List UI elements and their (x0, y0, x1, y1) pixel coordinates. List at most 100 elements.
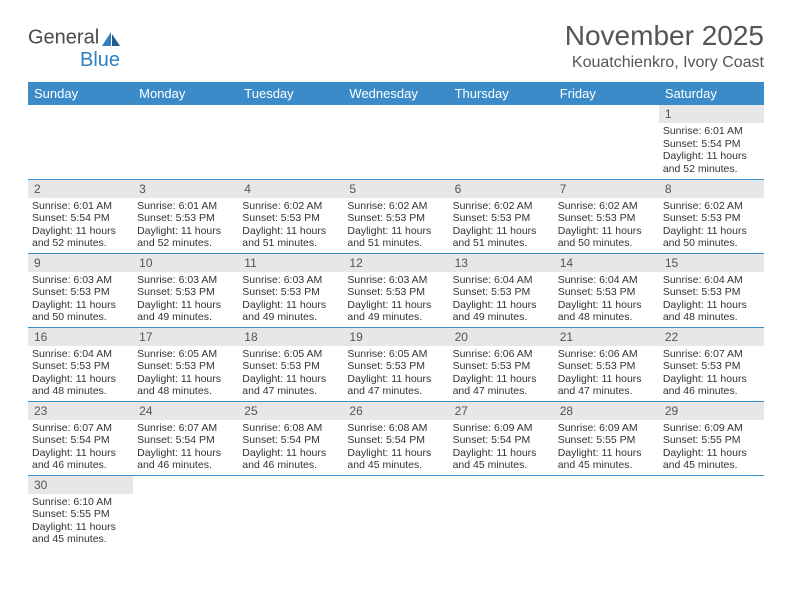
calendar-cell: 22Sunrise: 6:07 AMSunset: 5:53 PMDayligh… (659, 327, 764, 401)
day-details: Sunrise: 6:01 AMSunset: 5:54 PMDaylight:… (659, 123, 764, 177)
day-details: Sunrise: 6:02 AMSunset: 5:53 PMDaylight:… (554, 198, 659, 252)
day-details: Sunrise: 6:10 AMSunset: 5:55 PMDaylight:… (28, 494, 133, 548)
day-number: 22 (659, 328, 764, 346)
title-block: November 2025 Kouatchienkro, Ivory Coast (565, 20, 764, 72)
calendar-week-row: 1Sunrise: 6:01 AMSunset: 5:54 PMDaylight… (28, 105, 764, 179)
day-number: 5 (343, 180, 448, 198)
day-number: 24 (133, 402, 238, 420)
calendar-cell (554, 475, 659, 549)
location: Kouatchienkro, Ivory Coast (565, 54, 764, 72)
day-number: 10 (133, 254, 238, 272)
day-number: 15 (659, 254, 764, 272)
weekday-header-row: SundayMondayTuesdayWednesdayThursdayFrid… (28, 82, 764, 105)
calendar-week-row: 16Sunrise: 6:04 AMSunset: 5:53 PMDayligh… (28, 327, 764, 401)
calendar-cell (554, 105, 659, 179)
weekday-header: Sunday (28, 82, 133, 105)
calendar-cell: 20Sunrise: 6:06 AMSunset: 5:53 PMDayligh… (449, 327, 554, 401)
day-details: Sunrise: 6:03 AMSunset: 5:53 PMDaylight:… (133, 272, 238, 326)
day-number: 9 (28, 254, 133, 272)
day-number: 25 (238, 402, 343, 420)
day-number: 6 (449, 180, 554, 198)
calendar-cell: 23Sunrise: 6:07 AMSunset: 5:54 PMDayligh… (28, 401, 133, 475)
day-details: Sunrise: 6:05 AMSunset: 5:53 PMDaylight:… (343, 346, 448, 400)
calendar-week-row: 2Sunrise: 6:01 AMSunset: 5:54 PMDaylight… (28, 179, 764, 253)
calendar-cell (449, 105, 554, 179)
day-details: Sunrise: 6:04 AMSunset: 5:53 PMDaylight:… (28, 346, 133, 400)
calendar-cell: 7Sunrise: 6:02 AMSunset: 5:53 PMDaylight… (554, 179, 659, 253)
calendar-cell: 17Sunrise: 6:05 AMSunset: 5:53 PMDayligh… (133, 327, 238, 401)
day-details: Sunrise: 6:09 AMSunset: 5:54 PMDaylight:… (449, 420, 554, 474)
day-number: 4 (238, 180, 343, 198)
day-details: Sunrise: 6:01 AMSunset: 5:53 PMDaylight:… (133, 198, 238, 252)
day-number: 23 (28, 402, 133, 420)
day-number: 18 (238, 328, 343, 346)
weekday-header: Friday (554, 82, 659, 105)
day-details: Sunrise: 6:09 AMSunset: 5:55 PMDaylight:… (554, 420, 659, 474)
calendar-cell: 16Sunrise: 6:04 AMSunset: 5:53 PMDayligh… (28, 327, 133, 401)
calendar-cell: 1Sunrise: 6:01 AMSunset: 5:54 PMDaylight… (659, 105, 764, 179)
day-details: Sunrise: 6:05 AMSunset: 5:53 PMDaylight:… (238, 346, 343, 400)
calendar-cell: 8Sunrise: 6:02 AMSunset: 5:53 PMDaylight… (659, 179, 764, 253)
calendar-table: SundayMondayTuesdayWednesdayThursdayFrid… (28, 82, 764, 549)
calendar-cell (28, 105, 133, 179)
calendar-cell: 10Sunrise: 6:03 AMSunset: 5:53 PMDayligh… (133, 253, 238, 327)
month-title: November 2025 (565, 20, 764, 52)
weekday-header: Tuesday (238, 82, 343, 105)
calendar-cell: 24Sunrise: 6:07 AMSunset: 5:54 PMDayligh… (133, 401, 238, 475)
logo-text-general: General (28, 27, 99, 49)
day-number: 14 (554, 254, 659, 272)
day-number: 17 (133, 328, 238, 346)
day-number: 21 (554, 328, 659, 346)
day-details: Sunrise: 6:07 AMSunset: 5:53 PMDaylight:… (659, 346, 764, 400)
day-details: Sunrise: 6:03 AMSunset: 5:53 PMDaylight:… (238, 272, 343, 326)
calendar-cell: 2Sunrise: 6:01 AMSunset: 5:54 PMDaylight… (28, 179, 133, 253)
calendar-cell: 9Sunrise: 6:03 AMSunset: 5:53 PMDaylight… (28, 253, 133, 327)
day-number: 16 (28, 328, 133, 346)
calendar-cell: 13Sunrise: 6:04 AMSunset: 5:53 PMDayligh… (449, 253, 554, 327)
day-details: Sunrise: 6:09 AMSunset: 5:55 PMDaylight:… (659, 420, 764, 474)
day-details: Sunrise: 6:02 AMSunset: 5:53 PMDaylight:… (343, 198, 448, 252)
day-details: Sunrise: 6:08 AMSunset: 5:54 PMDaylight:… (238, 420, 343, 474)
weekday-header: Saturday (659, 82, 764, 105)
day-number: 30 (28, 476, 133, 494)
calendar-cell (659, 475, 764, 549)
weekday-header: Thursday (449, 82, 554, 105)
calendar-cell: 18Sunrise: 6:05 AMSunset: 5:53 PMDayligh… (238, 327, 343, 401)
day-details: Sunrise: 6:05 AMSunset: 5:53 PMDaylight:… (133, 346, 238, 400)
calendar-cell: 26Sunrise: 6:08 AMSunset: 5:54 PMDayligh… (343, 401, 448, 475)
calendar-cell (133, 105, 238, 179)
calendar-cell: 27Sunrise: 6:09 AMSunset: 5:54 PMDayligh… (449, 401, 554, 475)
calendar-cell: 11Sunrise: 6:03 AMSunset: 5:53 PMDayligh… (238, 253, 343, 327)
header: GeneralBlue November 2025 Kouatchienkro,… (28, 20, 764, 72)
calendar-cell: 12Sunrise: 6:03 AMSunset: 5:53 PMDayligh… (343, 253, 448, 327)
sail-icon (100, 30, 122, 53)
logo: GeneralBlue (28, 20, 123, 71)
calendar-cell: 5Sunrise: 6:02 AMSunset: 5:53 PMDaylight… (343, 179, 448, 253)
day-details: Sunrise: 6:04 AMSunset: 5:53 PMDaylight:… (449, 272, 554, 326)
day-details: Sunrise: 6:08 AMSunset: 5:54 PMDaylight:… (343, 420, 448, 474)
day-number: 26 (343, 402, 448, 420)
day-number: 2 (28, 180, 133, 198)
day-details: Sunrise: 6:01 AMSunset: 5:54 PMDaylight:… (28, 198, 133, 252)
day-number: 29 (659, 402, 764, 420)
calendar-cell: 14Sunrise: 6:04 AMSunset: 5:53 PMDayligh… (554, 253, 659, 327)
calendar-week-row: 9Sunrise: 6:03 AMSunset: 5:53 PMDaylight… (28, 253, 764, 327)
day-details: Sunrise: 6:03 AMSunset: 5:53 PMDaylight:… (343, 272, 448, 326)
calendar-cell (343, 475, 448, 549)
calendar-cell: 3Sunrise: 6:01 AMSunset: 5:53 PMDaylight… (133, 179, 238, 253)
day-details: Sunrise: 6:04 AMSunset: 5:53 PMDaylight:… (554, 272, 659, 326)
calendar-cell: 25Sunrise: 6:08 AMSunset: 5:54 PMDayligh… (238, 401, 343, 475)
day-number: 12 (343, 254, 448, 272)
day-number: 20 (449, 328, 554, 346)
day-number: 28 (554, 402, 659, 420)
day-details: Sunrise: 6:04 AMSunset: 5:53 PMDaylight:… (659, 272, 764, 326)
calendar-cell: 19Sunrise: 6:05 AMSunset: 5:53 PMDayligh… (343, 327, 448, 401)
day-number: 19 (343, 328, 448, 346)
day-details: Sunrise: 6:03 AMSunset: 5:53 PMDaylight:… (28, 272, 133, 326)
weekday-header: Monday (133, 82, 238, 105)
calendar-cell: 21Sunrise: 6:06 AMSunset: 5:53 PMDayligh… (554, 327, 659, 401)
calendar-cell: 28Sunrise: 6:09 AMSunset: 5:55 PMDayligh… (554, 401, 659, 475)
day-details: Sunrise: 6:02 AMSunset: 5:53 PMDaylight:… (449, 198, 554, 252)
calendar-cell: 6Sunrise: 6:02 AMSunset: 5:53 PMDaylight… (449, 179, 554, 253)
day-details: Sunrise: 6:02 AMSunset: 5:53 PMDaylight:… (238, 198, 343, 252)
